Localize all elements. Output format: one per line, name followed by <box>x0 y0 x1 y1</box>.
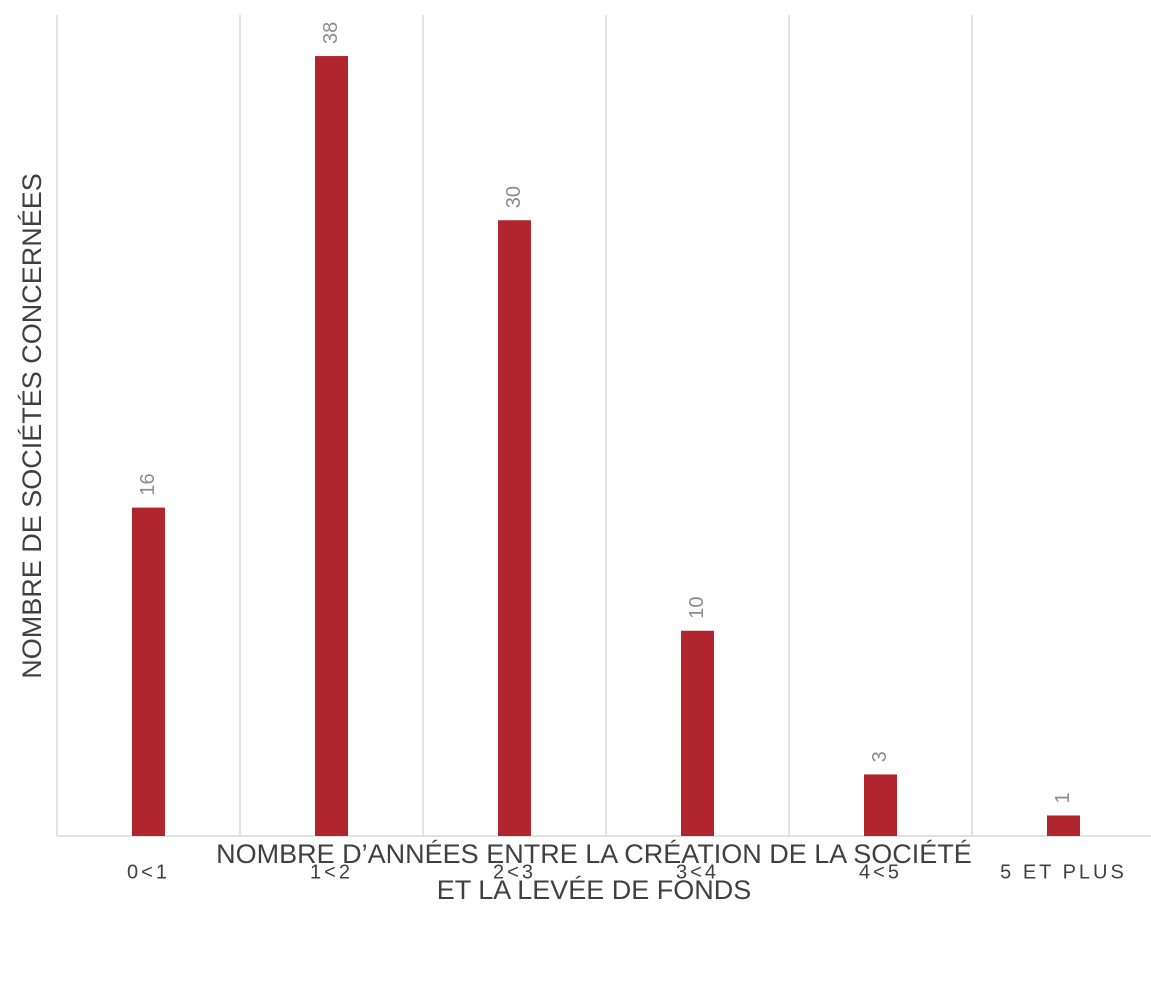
x-tick-label: 4<5 <box>859 861 902 883</box>
x-tick-label: 2<3 <box>493 861 536 883</box>
y-axis-title: NOMBRE DE SOCIÉTÉS CONCERNÉES <box>17 173 47 679</box>
value-label: 1 <box>1052 792 1074 803</box>
x-tick-label: 0<1 <box>127 861 170 883</box>
value-label: 38 <box>320 22 342 44</box>
bar <box>315 56 348 837</box>
bar <box>681 630 714 836</box>
bar <box>132 507 165 836</box>
x-tick-label: 5 ET PLUS <box>1000 861 1127 883</box>
value-label: 3 <box>869 751 891 762</box>
value-label: 10 <box>686 597 708 619</box>
value-label: 16 <box>137 473 159 495</box>
x-tick-label: 1<2 <box>310 861 353 883</box>
bar <box>1047 815 1080 836</box>
x-tick-label: 3<4 <box>676 861 719 883</box>
x-axis-title: NOMBRE D’ANNÉES ENTRE LA CRÉATION DE LA … <box>216 839 972 869</box>
value-label: 30 <box>503 186 525 208</box>
bar <box>498 220 531 836</box>
bar <box>864 774 897 836</box>
x-axis-title: ET LA LEVÉE DE FONDS <box>437 875 752 905</box>
